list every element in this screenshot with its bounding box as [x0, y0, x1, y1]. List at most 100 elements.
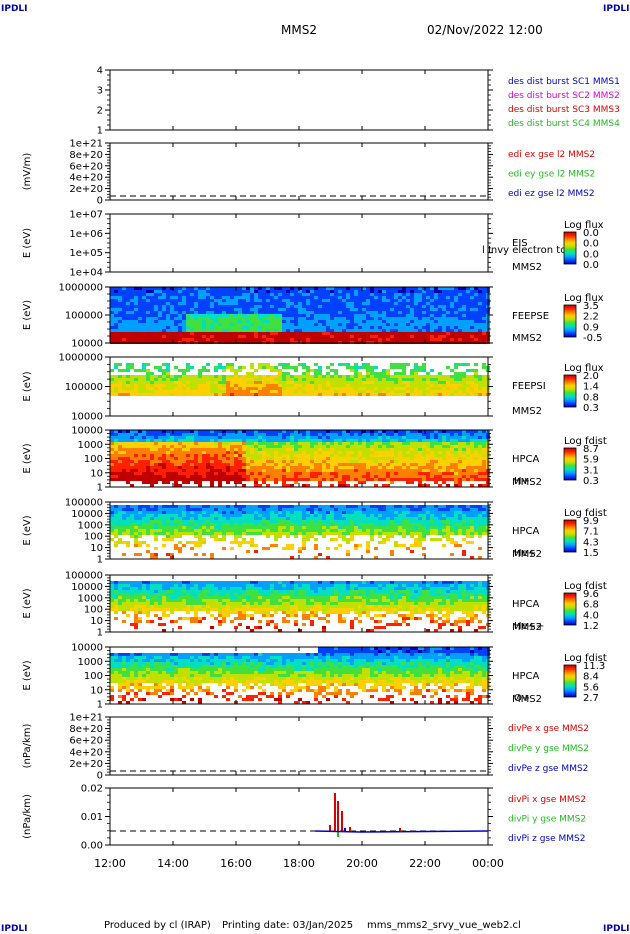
colorbar-p5 [563, 374, 577, 408]
spectrogram-cell [398, 451, 402, 454]
spectrogram-cell [398, 387, 402, 390]
spectrogram-cell [418, 393, 422, 396]
spectrogram-cell [410, 329, 414, 332]
spectrogram-cell [386, 460, 390, 463]
spectrogram-cell [114, 478, 118, 481]
spectrogram-cell [230, 436, 234, 439]
spectrogram-cell [326, 314, 330, 317]
spectrogram-cell [166, 436, 170, 439]
spectrogram-cell [122, 451, 126, 454]
spectrogram-cell [370, 378, 374, 381]
spectrogram-cell [146, 375, 150, 378]
spectrogram-cell [386, 478, 390, 481]
spectrogram-cell [210, 469, 214, 472]
spectrogram-cell [446, 393, 450, 396]
spectrogram-cell [382, 469, 386, 472]
spectrogram-cell [410, 378, 414, 381]
spectrogram-cell [434, 326, 438, 329]
spectrogram-cell [346, 311, 350, 314]
spectrogram-cell [358, 308, 362, 311]
spectrogram-cell [446, 290, 450, 293]
spectrogram-cell [430, 320, 434, 323]
spectrogram-cell [134, 538, 138, 541]
spectrogram-cell [354, 390, 358, 393]
spectrogram-cell [230, 442, 234, 445]
spectrogram-cell [282, 387, 286, 390]
spectrogram-cell [334, 463, 338, 466]
spectrogram-cell [438, 436, 442, 439]
spectrogram-cell [470, 287, 474, 290]
spectrogram-cell [130, 299, 134, 302]
spectrogram-cell [154, 511, 158, 514]
spectrogram-cell [330, 311, 334, 314]
spectrogram-cell [318, 457, 322, 460]
spectrogram-cell [134, 472, 138, 475]
spectrogram-cell [230, 369, 234, 372]
spectrogram-cell [226, 475, 230, 478]
spectrogram-cell [178, 338, 182, 341]
spectrogram-cell [182, 338, 186, 341]
spectrogram-cell [122, 384, 126, 387]
spectrogram-cell [290, 302, 294, 305]
spectrogram-cell [446, 466, 450, 469]
spectrogram-cell [246, 287, 250, 290]
spectrogram-cell [322, 448, 326, 451]
spectrogram-cell [430, 439, 434, 442]
spectrogram-cell [282, 296, 286, 299]
spectrogram-cell [410, 299, 414, 302]
spectrogram-cell [334, 378, 338, 381]
spectrogram-cell [478, 320, 482, 323]
spectrogram-cell [158, 287, 162, 290]
spectrogram-cell [138, 293, 142, 296]
spectrogram-cell [158, 381, 162, 384]
spectrogram-cell [130, 454, 134, 457]
spectrogram-cell [278, 387, 282, 390]
spectrogram-cell [198, 338, 202, 341]
spectrogram-cell [138, 523, 142, 526]
spectrogram-cell [150, 520, 154, 523]
spectrogram-cell [282, 445, 286, 448]
spectrogram-cell [150, 457, 154, 460]
spectrogram-cell [250, 460, 254, 463]
spectrogram-cell [430, 457, 434, 460]
spectrogram-cell [362, 335, 366, 338]
spectrogram-cell [266, 436, 270, 439]
spectrogram-cell [338, 387, 342, 390]
spectrogram-cell [342, 338, 346, 341]
spectrogram-cell [278, 314, 282, 317]
spectrogram-cell [466, 320, 470, 323]
spectrogram-cell [222, 311, 226, 314]
spectrogram-cell [318, 287, 322, 290]
spectrogram-cell [178, 505, 182, 508]
spectrogram-cell [474, 457, 478, 460]
spectrogram-cell [482, 451, 486, 454]
spectrogram-cell [326, 436, 330, 439]
spectrogram-cell [126, 384, 130, 387]
spectrogram-cell [306, 387, 310, 390]
spectrogram-cell [306, 393, 310, 396]
spectrogram-cell [346, 469, 350, 472]
spectrogram-cell [334, 305, 338, 308]
spectrogram-cell [374, 451, 378, 454]
spectrogram-cell [470, 323, 474, 326]
spectrogram-cell [154, 387, 158, 390]
spectrogram-cell [290, 436, 294, 439]
spectrogram-cell [350, 308, 354, 311]
spectrogram-cell [382, 381, 386, 384]
spectrogram-cell [122, 520, 126, 523]
spectrogram-cell [214, 296, 218, 299]
spectrogram-cell [306, 448, 310, 451]
spectrogram-cell [242, 433, 246, 436]
spectrogram-cell [274, 317, 278, 320]
spectrogram-cell [194, 505, 198, 508]
spectrogram-cell [354, 369, 358, 372]
spectrogram-cell [422, 472, 426, 475]
spectrogram-cell [126, 448, 130, 451]
spectrogram-cell [258, 457, 262, 460]
spectrogram-cell [394, 475, 398, 478]
spectrogram-cell [154, 520, 158, 523]
spectrogram-cell [206, 439, 210, 442]
spectrogram-cell [190, 433, 194, 436]
spectrogram-cell [190, 393, 194, 396]
spectrogram-cell [422, 299, 426, 302]
